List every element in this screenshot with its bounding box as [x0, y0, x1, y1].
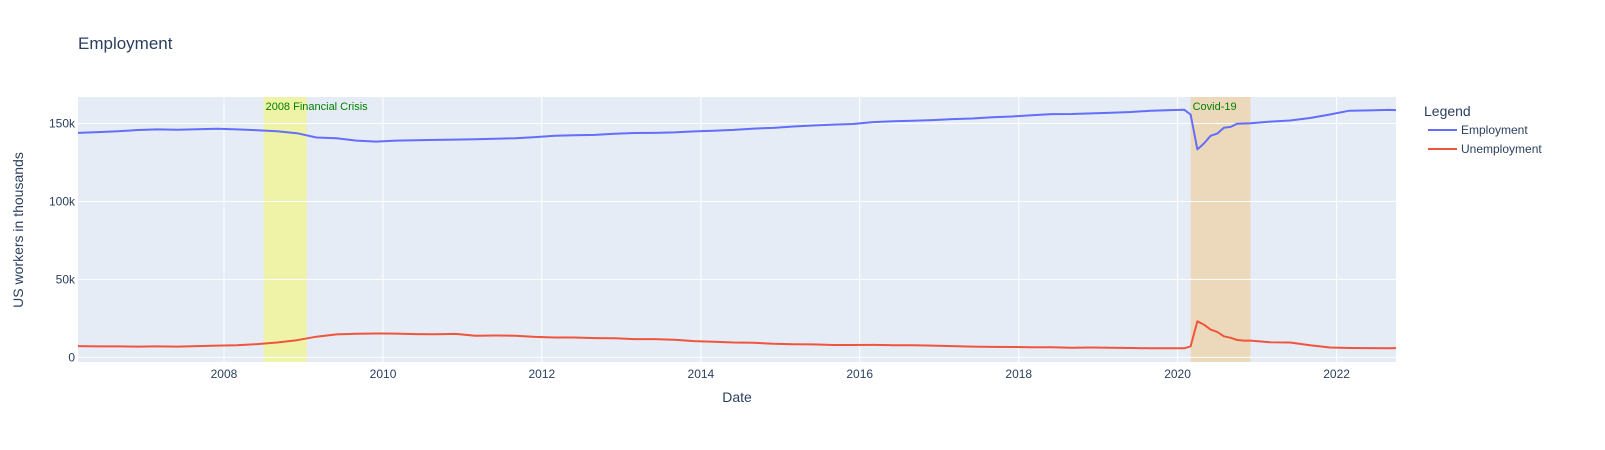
chart-title: Employment	[78, 34, 173, 53]
x-tick-label: 2020	[1164, 367, 1191, 381]
legend-item-unemployment: Unemployment	[1461, 142, 1542, 156]
x-tick-label: 2016	[846, 367, 873, 381]
legend-title: Legend	[1424, 103, 1471, 119]
legend-item-employment: Employment	[1461, 123, 1528, 137]
y-tick-label: 50k	[56, 272, 76, 286]
y-tick-label: 150k	[49, 117, 76, 131]
x-tick-label: 2008	[211, 367, 238, 381]
annotation-band-2	[1190, 97, 1251, 362]
annotation-label-2: Covid-19	[1193, 101, 1237, 113]
legend: Legend Employment Unemployment	[1424, 103, 1542, 156]
x-tick-label: 2012	[528, 367, 555, 381]
series-line-employment	[77, 108, 1397, 151]
y-tick-label: 0	[68, 350, 75, 364]
x-tick-label: 2022	[1323, 367, 1350, 381]
x-axis-title: Date	[722, 389, 752, 405]
x-tick-label: 2010	[370, 367, 397, 381]
x-tick-label: 2018	[1005, 367, 1032, 381]
y-tick-label: 100k	[49, 194, 76, 208]
series-line-unemployment	[77, 320, 1397, 350]
annotation-label-1: 2008 Financial Crisis	[266, 101, 369, 113]
x-tick-label: 2014	[688, 367, 715, 381]
y-axis-title: US workers in thousands	[10, 152, 26, 308]
annotation-band-1	[263, 97, 307, 362]
